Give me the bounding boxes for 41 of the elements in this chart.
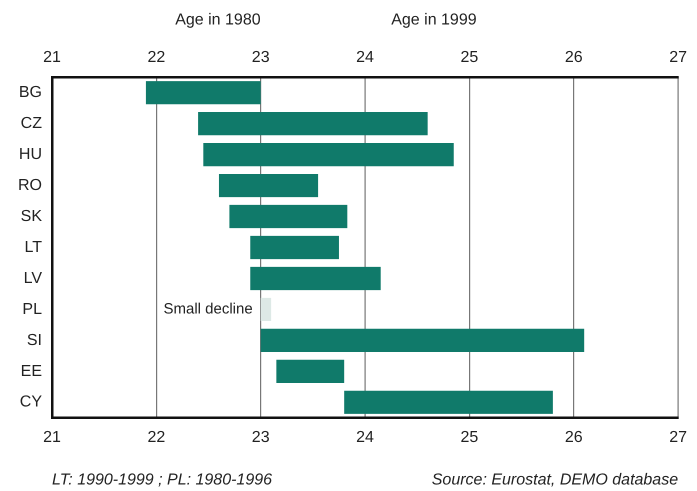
bar [218, 174, 318, 198]
text: Age in 1980 [175, 11, 261, 28]
source-note: Source: Eurostat, DEMO database [432, 471, 678, 488]
bar [260, 328, 584, 352]
y-tick-label: PL [22, 300, 42, 318]
annotation: Small decline [163, 300, 253, 318]
y-tick-label: HU [18, 146, 42, 164]
x2-tick-label: 26 [564, 49, 583, 66]
y-tick-label: LT [24, 238, 42, 256]
x-tick-label: 23 [252, 428, 270, 446]
text: LT: 1990-1999 ; PL: 1980-1996 [52, 471, 272, 488]
x-tick-label: 27 [669, 428, 688, 446]
y-tick-label: SI [26, 332, 42, 349]
y-tick-label: SK [20, 208, 42, 225]
x2-tick-label: 25 [460, 49, 478, 66]
x2-tick-label: 22 [147, 49, 166, 66]
x2-tick-label: 21 [43, 49, 61, 66]
bar [260, 298, 272, 322]
x-tick-label: 22 [147, 428, 166, 446]
y-tick-label: EE [20, 362, 42, 380]
bar [250, 266, 381, 290]
bar [250, 236, 339, 260]
x2-tick-label: 27 [669, 49, 688, 66]
x-tick-label: 24 [356, 428, 374, 446]
x2-tick-label: 24 [356, 49, 374, 66]
bar [146, 81, 261, 104]
text: Age in 1999 [391, 11, 477, 28]
x-tick-label: 25 [460, 428, 478, 446]
y-tick-label: LV [24, 270, 42, 287]
y-tick-label: RO [18, 176, 42, 194]
x-tick-label: 21 [43, 428, 61, 446]
bar [198, 112, 428, 136]
y-tick-label: CY [20, 394, 42, 411]
bar [344, 390, 553, 414]
x2-tick-label: 23 [252, 49, 270, 66]
bar [203, 143, 454, 166]
y-tick-label: BG [18, 84, 42, 102]
bar [276, 360, 344, 383]
y-tick-label: CZ [20, 115, 42, 132]
bar [229, 204, 348, 228]
x-tick-label: 26 [564, 428, 583, 446]
